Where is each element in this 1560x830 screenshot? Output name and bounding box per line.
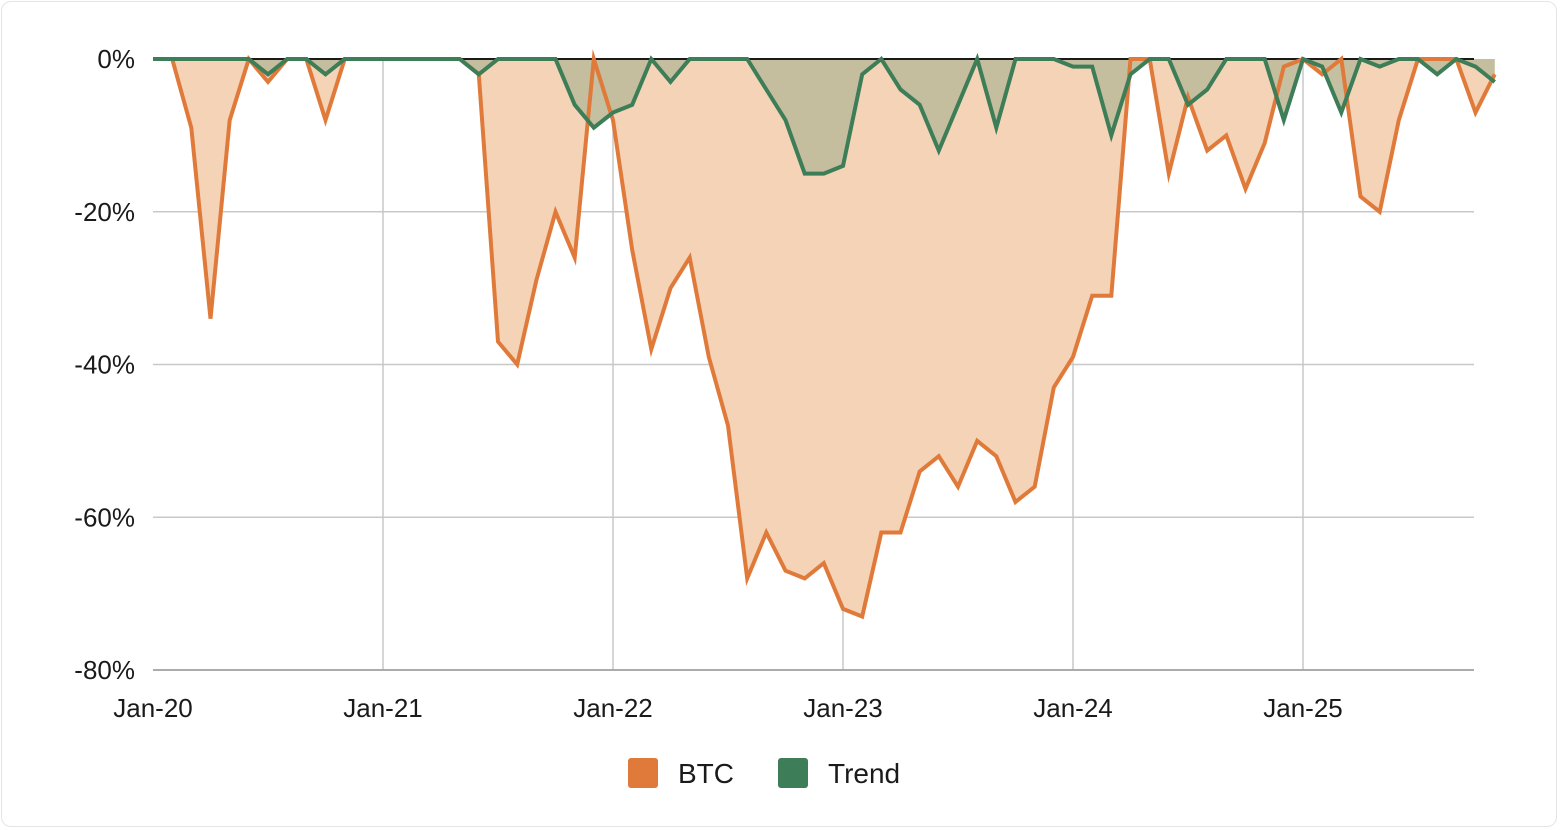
area-trend — [153, 59, 1495, 174]
legend-label: Trend — [828, 758, 900, 789]
legend-swatch — [778, 758, 808, 788]
y-tick-label: -20% — [74, 197, 135, 227]
legend-item-btc[interactable]: BTC — [628, 758, 734, 789]
x-tick-label: Jan-22 — [573, 693, 653, 723]
y-tick-label: -80% — [74, 655, 135, 685]
y-tick-label: -60% — [74, 502, 135, 532]
series-lines — [153, 48, 1497, 620]
series-areas — [153, 59, 1495, 617]
y-tick-label: -40% — [74, 350, 135, 380]
legend-item-trend[interactable]: Trend — [778, 758, 900, 789]
legend-label: BTC — [678, 758, 734, 789]
x-tick-label: Jan-25 — [1263, 693, 1343, 723]
x-tick-label: Jan-21 — [343, 693, 423, 723]
legend: BTC Trend — [628, 758, 900, 789]
x-axis-ticks: Jan-20 Jan-21 Jan-22 Jan-23 Jan-24 Jan-25 — [113, 693, 1343, 723]
x-tick-label: Jan-24 — [1033, 693, 1113, 723]
y-axis-ticks: 0% -20% -40% -60% -80% — [74, 44, 135, 685]
line-trend — [153, 52, 1496, 176]
x-tick-label: Jan-23 — [803, 693, 883, 723]
legend-swatch — [628, 758, 658, 788]
y-tick-label: 0% — [97, 44, 135, 74]
x-tick-label: Jan-20 — [113, 693, 193, 723]
